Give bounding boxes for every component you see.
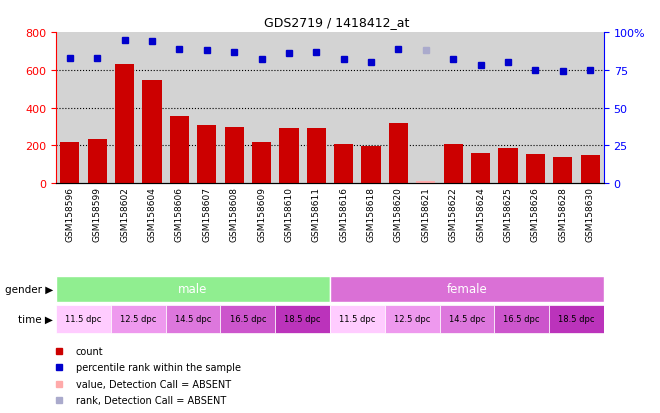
Text: 12.5 dpc: 12.5 dpc <box>120 315 156 323</box>
Bar <box>275 305 330 333</box>
Text: 11.5 dpc: 11.5 dpc <box>65 315 102 323</box>
Text: 11.5 dpc: 11.5 dpc <box>339 315 376 323</box>
Bar <box>471 154 490 184</box>
Bar <box>88 140 107 184</box>
Text: 18.5 dpc: 18.5 dpc <box>558 315 595 323</box>
Text: 16.5 dpc: 16.5 dpc <box>230 315 266 323</box>
Bar <box>170 117 189 184</box>
Bar <box>330 305 385 333</box>
Text: female: female <box>447 282 487 296</box>
Text: time ▶: time ▶ <box>18 314 53 324</box>
Bar <box>143 81 162 184</box>
Bar <box>416 182 436 184</box>
Bar <box>553 157 572 184</box>
Text: 14.5 dpc: 14.5 dpc <box>449 315 485 323</box>
Bar <box>56 305 111 333</box>
Bar <box>526 154 545 184</box>
Bar <box>549 305 604 333</box>
Bar <box>279 128 298 184</box>
Bar <box>220 305 275 333</box>
Text: rank, Detection Call = ABSENT: rank, Detection Call = ABSENT <box>76 395 226 405</box>
Bar <box>494 305 549 333</box>
Bar <box>307 128 326 184</box>
Text: percentile rank within the sample: percentile rank within the sample <box>76 362 241 372</box>
Bar <box>444 144 463 184</box>
Text: 18.5 dpc: 18.5 dpc <box>284 315 321 323</box>
Bar <box>330 276 604 302</box>
Text: gender ▶: gender ▶ <box>5 284 53 294</box>
Bar <box>440 305 494 333</box>
Bar <box>389 123 408 184</box>
Bar <box>115 65 134 184</box>
Bar <box>197 126 216 184</box>
Bar <box>498 149 517 184</box>
Bar <box>362 147 381 184</box>
Text: 16.5 dpc: 16.5 dpc <box>504 315 540 323</box>
Bar <box>581 156 600 184</box>
Bar <box>252 142 271 184</box>
Text: GDS2719 / 1418412_at: GDS2719 / 1418412_at <box>264 16 409 29</box>
Bar <box>224 127 244 184</box>
Bar <box>385 305 440 333</box>
Bar <box>334 144 353 184</box>
Bar <box>111 305 166 333</box>
Bar <box>166 305 220 333</box>
Bar <box>56 276 330 302</box>
Text: 14.5 dpc: 14.5 dpc <box>175 315 211 323</box>
Text: 12.5 dpc: 12.5 dpc <box>394 315 430 323</box>
Bar <box>60 142 79 184</box>
Text: count: count <box>76 346 104 356</box>
Text: male: male <box>178 282 208 296</box>
Text: value, Detection Call = ABSENT: value, Detection Call = ABSENT <box>76 379 231 389</box>
